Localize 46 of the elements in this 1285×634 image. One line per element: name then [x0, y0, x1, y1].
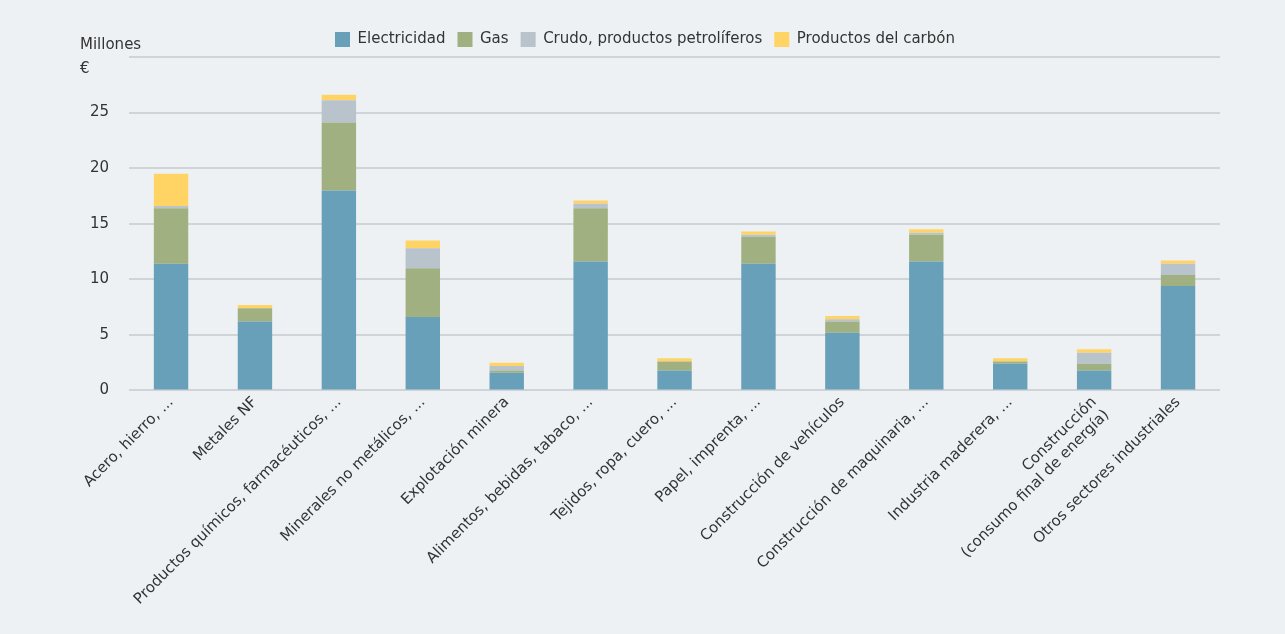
- bar: [1160, 263, 1196, 275]
- bar: [741, 237, 776, 264]
- bar: [237, 308, 273, 322]
- bar: [909, 261, 944, 390]
- bar: [321, 190, 357, 390]
- bar: [741, 263, 776, 390]
- bar: [573, 261, 608, 390]
- bar: [405, 317, 440, 390]
- bar: [321, 122, 357, 191]
- bar: [1160, 274, 1196, 286]
- bar: [573, 203, 608, 209]
- y-tick-label: 20: [89, 158, 110, 177]
- bar: [657, 358, 692, 362]
- bar: [1076, 349, 1112, 353]
- bar: [573, 208, 608, 262]
- bar: [825, 332, 860, 390]
- legend-label: Electricidad: [357, 29, 446, 48]
- bar: [405, 268, 440, 318]
- bar: [1076, 352, 1112, 364]
- bar: [573, 200, 608, 204]
- bar: [993, 363, 1028, 390]
- y-tick-label: 15: [89, 213, 110, 232]
- bar: [909, 234, 944, 262]
- y-axis-title: Millones €: [80, 34, 142, 77]
- legend-label: Productos del carbón: [796, 29, 955, 48]
- legend-label: Crudo, productos petrolíferos: [543, 29, 763, 48]
- bar: [237, 321, 273, 390]
- bar: [489, 372, 524, 390]
- y-tick-label: 10: [89, 269, 110, 288]
- bar: [321, 100, 357, 123]
- bar: [153, 263, 189, 390]
- bar: [1160, 260, 1196, 264]
- y-tick-label: 25: [89, 102, 110, 121]
- bar: [657, 370, 692, 390]
- bar: [489, 370, 524, 373]
- bar: [1076, 370, 1112, 390]
- legend-label: Gas: [479, 29, 509, 48]
- bar: [825, 321, 860, 333]
- y-tick-label: 5: [99, 324, 110, 343]
- bar: [153, 208, 189, 264]
- bar: [405, 240, 440, 249]
- y-tick-label: 0: [99, 380, 110, 399]
- bar: [153, 173, 189, 206]
- bar: [657, 361, 692, 371]
- bar: [1160, 285, 1196, 390]
- bar: [405, 248, 440, 269]
